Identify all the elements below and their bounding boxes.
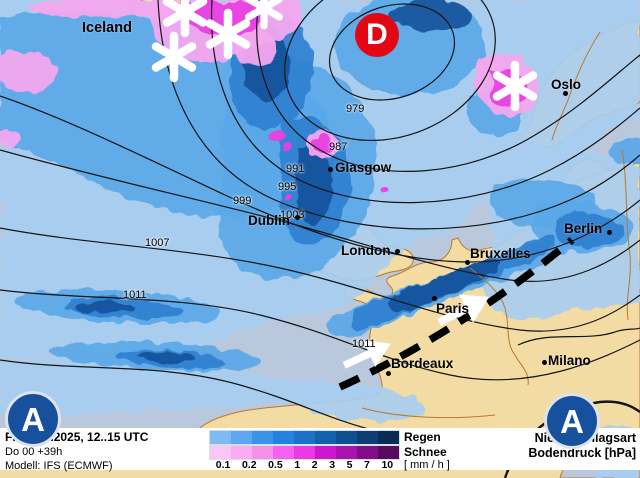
- city-dot-milano: [542, 360, 547, 365]
- city-dot-paris: [432, 296, 437, 301]
- city-label-dublin: Dublin: [248, 213, 290, 228]
- legend-value: 0.1: [215, 459, 231, 471]
- legend-swatch: [357, 446, 378, 459]
- legend-value: 3: [329, 459, 336, 471]
- legend-swatch: [357, 431, 378, 444]
- city-dot-bruxelles: [465, 260, 470, 265]
- legend-swatch: [210, 431, 231, 444]
- legend-value: 0.2: [241, 459, 257, 471]
- legend-unit: [ mm / h ]: [404, 459, 450, 471]
- legend-swatch: [273, 446, 294, 459]
- high-pressure-marker: A: [5, 391, 61, 447]
- legend-swatch: [315, 446, 336, 459]
- legend-swatch: [231, 431, 252, 444]
- legend-values: 0.1 0.2 0.5 1 2 3 5 7 10: [210, 459, 399, 471]
- snow-colorbar: [210, 446, 399, 459]
- legend-swatch: [336, 431, 357, 444]
- legend-swatch: [294, 431, 315, 444]
- city-dot-london: [395, 249, 400, 254]
- pressure-title: Bodendruck [hPa]: [528, 446, 636, 460]
- isobar-label: 995: [278, 181, 297, 193]
- high-pressure-marker: A: [544, 393, 600, 449]
- region-label-iceland: Iceland: [82, 20, 132, 36]
- model-name-text: Modell: IFS (ECMWF): [5, 460, 113, 472]
- country-borders: [361, 31, 631, 419]
- legend-value: 2: [311, 459, 318, 471]
- city-label-oslo: Oslo: [551, 77, 582, 92]
- legend-value: 7: [364, 459, 370, 471]
- legend-swatch: [315, 431, 336, 444]
- city-label-london: London: [341, 243, 391, 258]
- legend-value: 0.5: [268, 459, 283, 471]
- city-dot-oslo: [563, 91, 568, 96]
- legend-swatch: [336, 446, 357, 459]
- legend-swatch: [378, 431, 399, 444]
- rain-colorbar-label: Regen: [404, 430, 441, 444]
- snow-colorbar-label: Schnee: [404, 445, 447, 459]
- legend-swatch: [252, 431, 273, 444]
- city-label-bordeaux: Bordeaux: [391, 356, 454, 371]
- city-label-paris: Paris: [436, 301, 470, 316]
- city-label-glasgow: Glasgow: [335, 160, 392, 175]
- land-bottom-strip: [0, 468, 640, 478]
- city-dot-bordeaux: [386, 371, 391, 376]
- isobar-label: 1011: [352, 338, 376, 350]
- front-dashed-line: [338, 237, 575, 391]
- rain-colorbar: [210, 431, 399, 444]
- isobar-label: 979: [346, 103, 365, 115]
- legend-swatch: [252, 446, 273, 459]
- legend-swatch: [210, 446, 231, 459]
- city-dot-dublin: [295, 215, 300, 220]
- isobar-label: 991: [286, 163, 305, 175]
- legend-swatch: [231, 446, 252, 459]
- city-label-berlin: Berlin: [564, 221, 603, 236]
- legend-swatch: [294, 446, 315, 459]
- low-pressure-marker: D: [355, 13, 399, 57]
- city-label-bruxelles: Bruxelles: [470, 246, 531, 261]
- isobar-label: 1007: [145, 237, 170, 249]
- city-label-milano: Milano: [548, 353, 591, 368]
- isobar-label: 987: [329, 141, 348, 153]
- legend-bar: Fr 31.01.2025, 12..15 UTC Do 00 +39h Mod…: [0, 428, 640, 472]
- run-offset-text: Do 00 +39h: [5, 446, 63, 458]
- legend-swatch: [378, 446, 399, 459]
- legend-value: 10: [381, 459, 394, 471]
- isobar-label: 999: [233, 195, 252, 207]
- legend-swatch: [273, 431, 294, 444]
- isobar-label: 1011: [123, 289, 147, 301]
- legend-value: 5: [346, 459, 353, 471]
- legend-value: 1: [294, 459, 301, 471]
- city-dot-berlin: [607, 230, 612, 235]
- city-dot-glasgow: [328, 167, 333, 172]
